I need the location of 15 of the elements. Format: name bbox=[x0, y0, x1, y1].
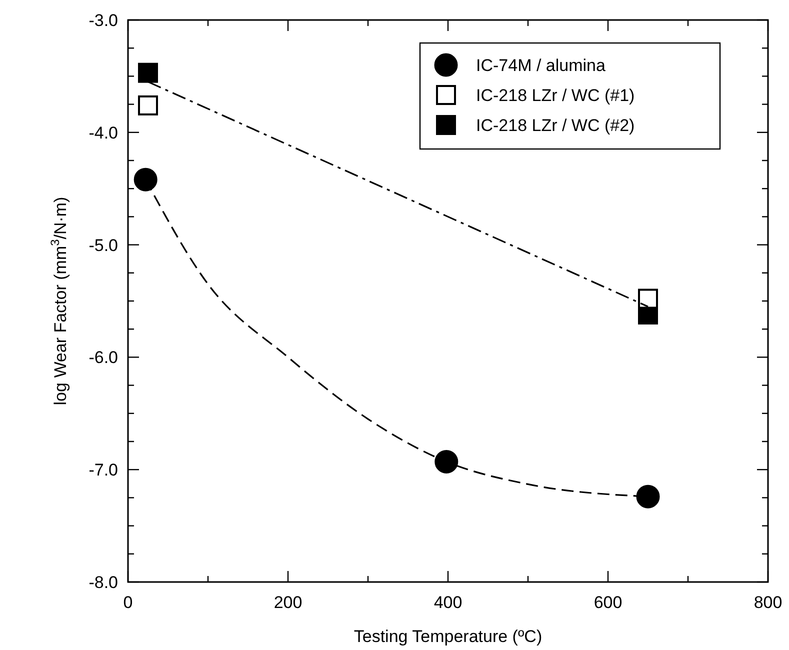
y-tick-label: -5.0 bbox=[88, 236, 118, 255]
x-tick-label: 0 bbox=[123, 593, 133, 612]
legend-label: IC-74M / alumina bbox=[476, 56, 606, 75]
x-tick-label: 200 bbox=[274, 593, 302, 612]
y-tick-label: -8.0 bbox=[88, 572, 118, 592]
y-tick-label: -7.0 bbox=[88, 460, 118, 480]
y-tick-label: -6.0 bbox=[88, 348, 118, 368]
x-axis-title: Testing Temperature (ºC) bbox=[354, 627, 542, 646]
y-tick-label: -4.0 bbox=[88, 123, 118, 142]
y-tick-label: -3.0 bbox=[88, 10, 118, 30]
x-tick-label: 600 bbox=[594, 593, 622, 612]
legend-label: IC-218 LZr / WC (#2) bbox=[476, 116, 635, 135]
x-tick-label: 400 bbox=[434, 593, 462, 612]
legend-label: IC-218 LZr / WC (#1) bbox=[476, 86, 635, 105]
x-tick-label: 800 bbox=[754, 593, 782, 612]
